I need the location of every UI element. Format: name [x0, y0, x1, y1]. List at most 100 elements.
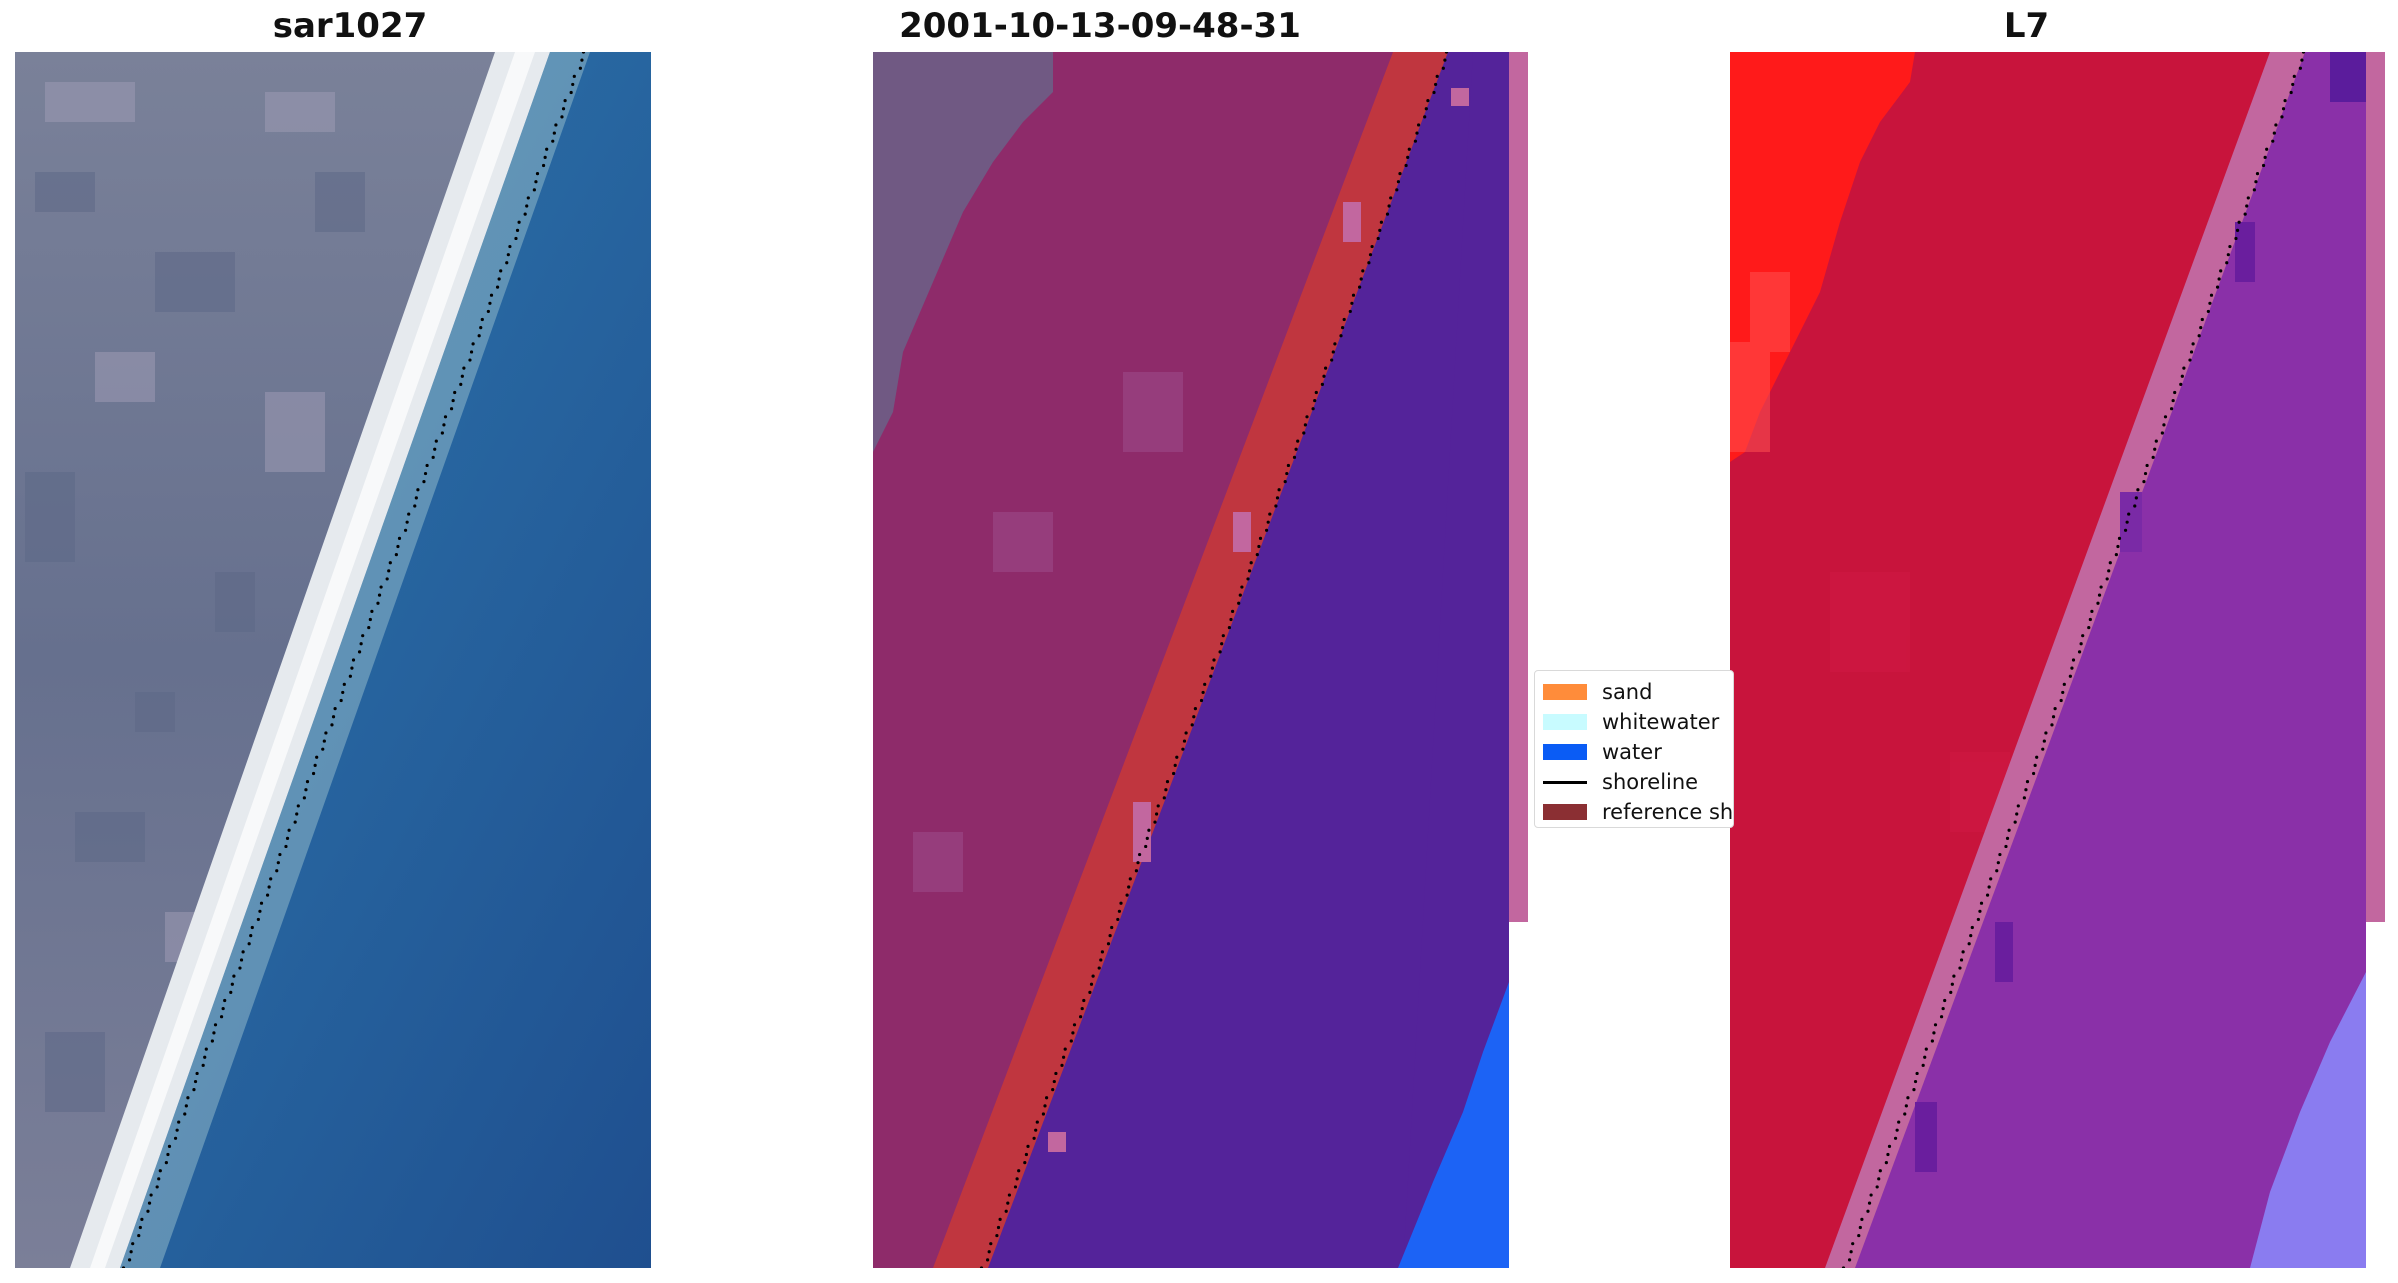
shoreline-point	[2133, 504, 2137, 508]
shoreline-point	[137, 1233, 141, 1238]
shoreline-point	[265, 893, 270, 897]
shoreline-point	[405, 520, 409, 524]
shoreline-point	[184, 1104, 188, 1108]
shoreline-point	[275, 869, 279, 873]
shoreline-point	[2171, 398, 2175, 403]
shoreline-point	[2182, 366, 2186, 370]
shoreline-point	[508, 244, 512, 249]
shoreline-point	[2025, 780, 2030, 784]
shoreline-point	[219, 1015, 224, 1019]
shoreline-point	[1136, 861, 1140, 865]
shoreline-point	[2263, 155, 2267, 159]
shoreline-point	[1423, 115, 1427, 119]
shoreline-point	[1100, 950, 1104, 954]
shoreline-point	[1976, 917, 1980, 922]
shoreline-point	[2099, 585, 2103, 589]
shoreline-point	[1032, 1136, 1036, 1140]
shoreline-point	[1292, 455, 1297, 459]
shoreline-point	[175, 1128, 179, 1132]
shoreline-point	[416, 488, 420, 492]
shoreline-point	[995, 1233, 999, 1238]
shoreline-point	[1097, 966, 1101, 970]
shoreline-point	[1091, 974, 1095, 978]
shoreline-point	[1017, 1169, 1021, 1173]
shoreline-point	[183, 1112, 187, 1116]
shoreline-point	[166, 1152, 170, 1157]
shoreline-point	[213, 1023, 218, 1027]
shoreline-point	[1052, 1079, 1056, 1084]
shoreline-point	[212, 1031, 216, 1035]
legend-label-water: water	[1602, 740, 1662, 764]
legend-label-reference: reference sh	[1602, 800, 1734, 824]
shoreline-point	[1229, 617, 1233, 622]
shoreline-point	[155, 1185, 159, 1189]
shoreline-point	[339, 698, 343, 703]
shoreline-point	[2022, 796, 2026, 800]
shoreline-point	[1190, 723, 1194, 727]
shoreline-point	[1970, 925, 1974, 930]
shoreline-point	[1004, 1209, 1008, 1213]
shoreline-point	[1895, 1128, 1899, 1132]
shoreline-point	[1407, 147, 1411, 151]
shoreline-point	[129, 1250, 133, 1254]
shoreline-point	[2237, 220, 2241, 224]
shoreline-point	[2061, 690, 2065, 695]
rgb-image	[15, 52, 651, 1268]
shoreline-point	[201, 1063, 205, 1067]
shoreline-point	[2107, 569, 2111, 573]
shoreline-point	[581, 52, 586, 54]
shoreline-point	[1967, 942, 1971, 946]
shoreline-point	[1286, 463, 1290, 468]
shoreline-point	[1274, 504, 1278, 508]
shoreline-point	[488, 301, 492, 305]
shoreline-point	[459, 382, 463, 386]
shoreline-point	[1172, 771, 1176, 776]
shoreline-point	[2145, 463, 2149, 468]
shoreline-point	[1153, 820, 1157, 824]
shoreline-point	[1958, 966, 1962, 970]
shoreline-point	[505, 261, 509, 265]
shoreline-point	[177, 1120, 181, 1124]
shoreline-point	[1296, 439, 1300, 443]
shoreline-point	[193, 1079, 198, 1084]
shoreline-point	[1117, 909, 1121, 913]
shoreline-point	[1339, 334, 1343, 338]
shoreline-point	[1277, 488, 1281, 492]
shoreline-point	[2217, 277, 2221, 281]
legend-item-water: water	[1543, 739, 1662, 765]
panel-title-rgb: sar1027	[272, 6, 428, 46]
shoreline-point	[1184, 731, 1188, 735]
shoreline-point	[1144, 844, 1148, 849]
shoreline-point	[1324, 366, 1328, 370]
shoreline-point	[1912, 1088, 1916, 1092]
shoreline-point	[434, 439, 438, 443]
shoreline-point	[1858, 1225, 1862, 1230]
shoreline-point	[433, 447, 437, 451]
shoreline-point	[2090, 609, 2094, 613]
shoreline-point	[551, 139, 555, 143]
shoreline-point	[192, 1088, 196, 1092]
shoreline-point	[127, 1258, 132, 1262]
shoreline-point	[2281, 107, 2286, 111]
shoreline-point	[423, 471, 428, 476]
shoreline-point	[1147, 828, 1151, 832]
shoreline-point	[2200, 317, 2204, 322]
shoreline-point	[311, 771, 316, 776]
shoreline-point	[2044, 731, 2048, 735]
shoreline-point	[2199, 326, 2203, 330]
shoreline-point	[1227, 625, 1231, 630]
shoreline-point	[2189, 350, 2194, 354]
shoreline-point	[2016, 804, 2020, 808]
shoreline-point	[149, 1193, 153, 1197]
shoreline-point	[1246, 577, 1250, 581]
shoreline-point	[1106, 942, 1111, 946]
shoreline-point	[1080, 1006, 1084, 1011]
shoreline-point	[1441, 66, 1445, 70]
shoreline-point	[1875, 1185, 1879, 1189]
shoreline-point	[526, 196, 530, 200]
shoreline-point	[1013, 1185, 1018, 1189]
shoreline-point	[1218, 650, 1222, 654]
shoreline-point	[2301, 52, 2306, 54]
shoreline-point	[1134, 869, 1138, 873]
shoreline-point	[578, 66, 582, 70]
